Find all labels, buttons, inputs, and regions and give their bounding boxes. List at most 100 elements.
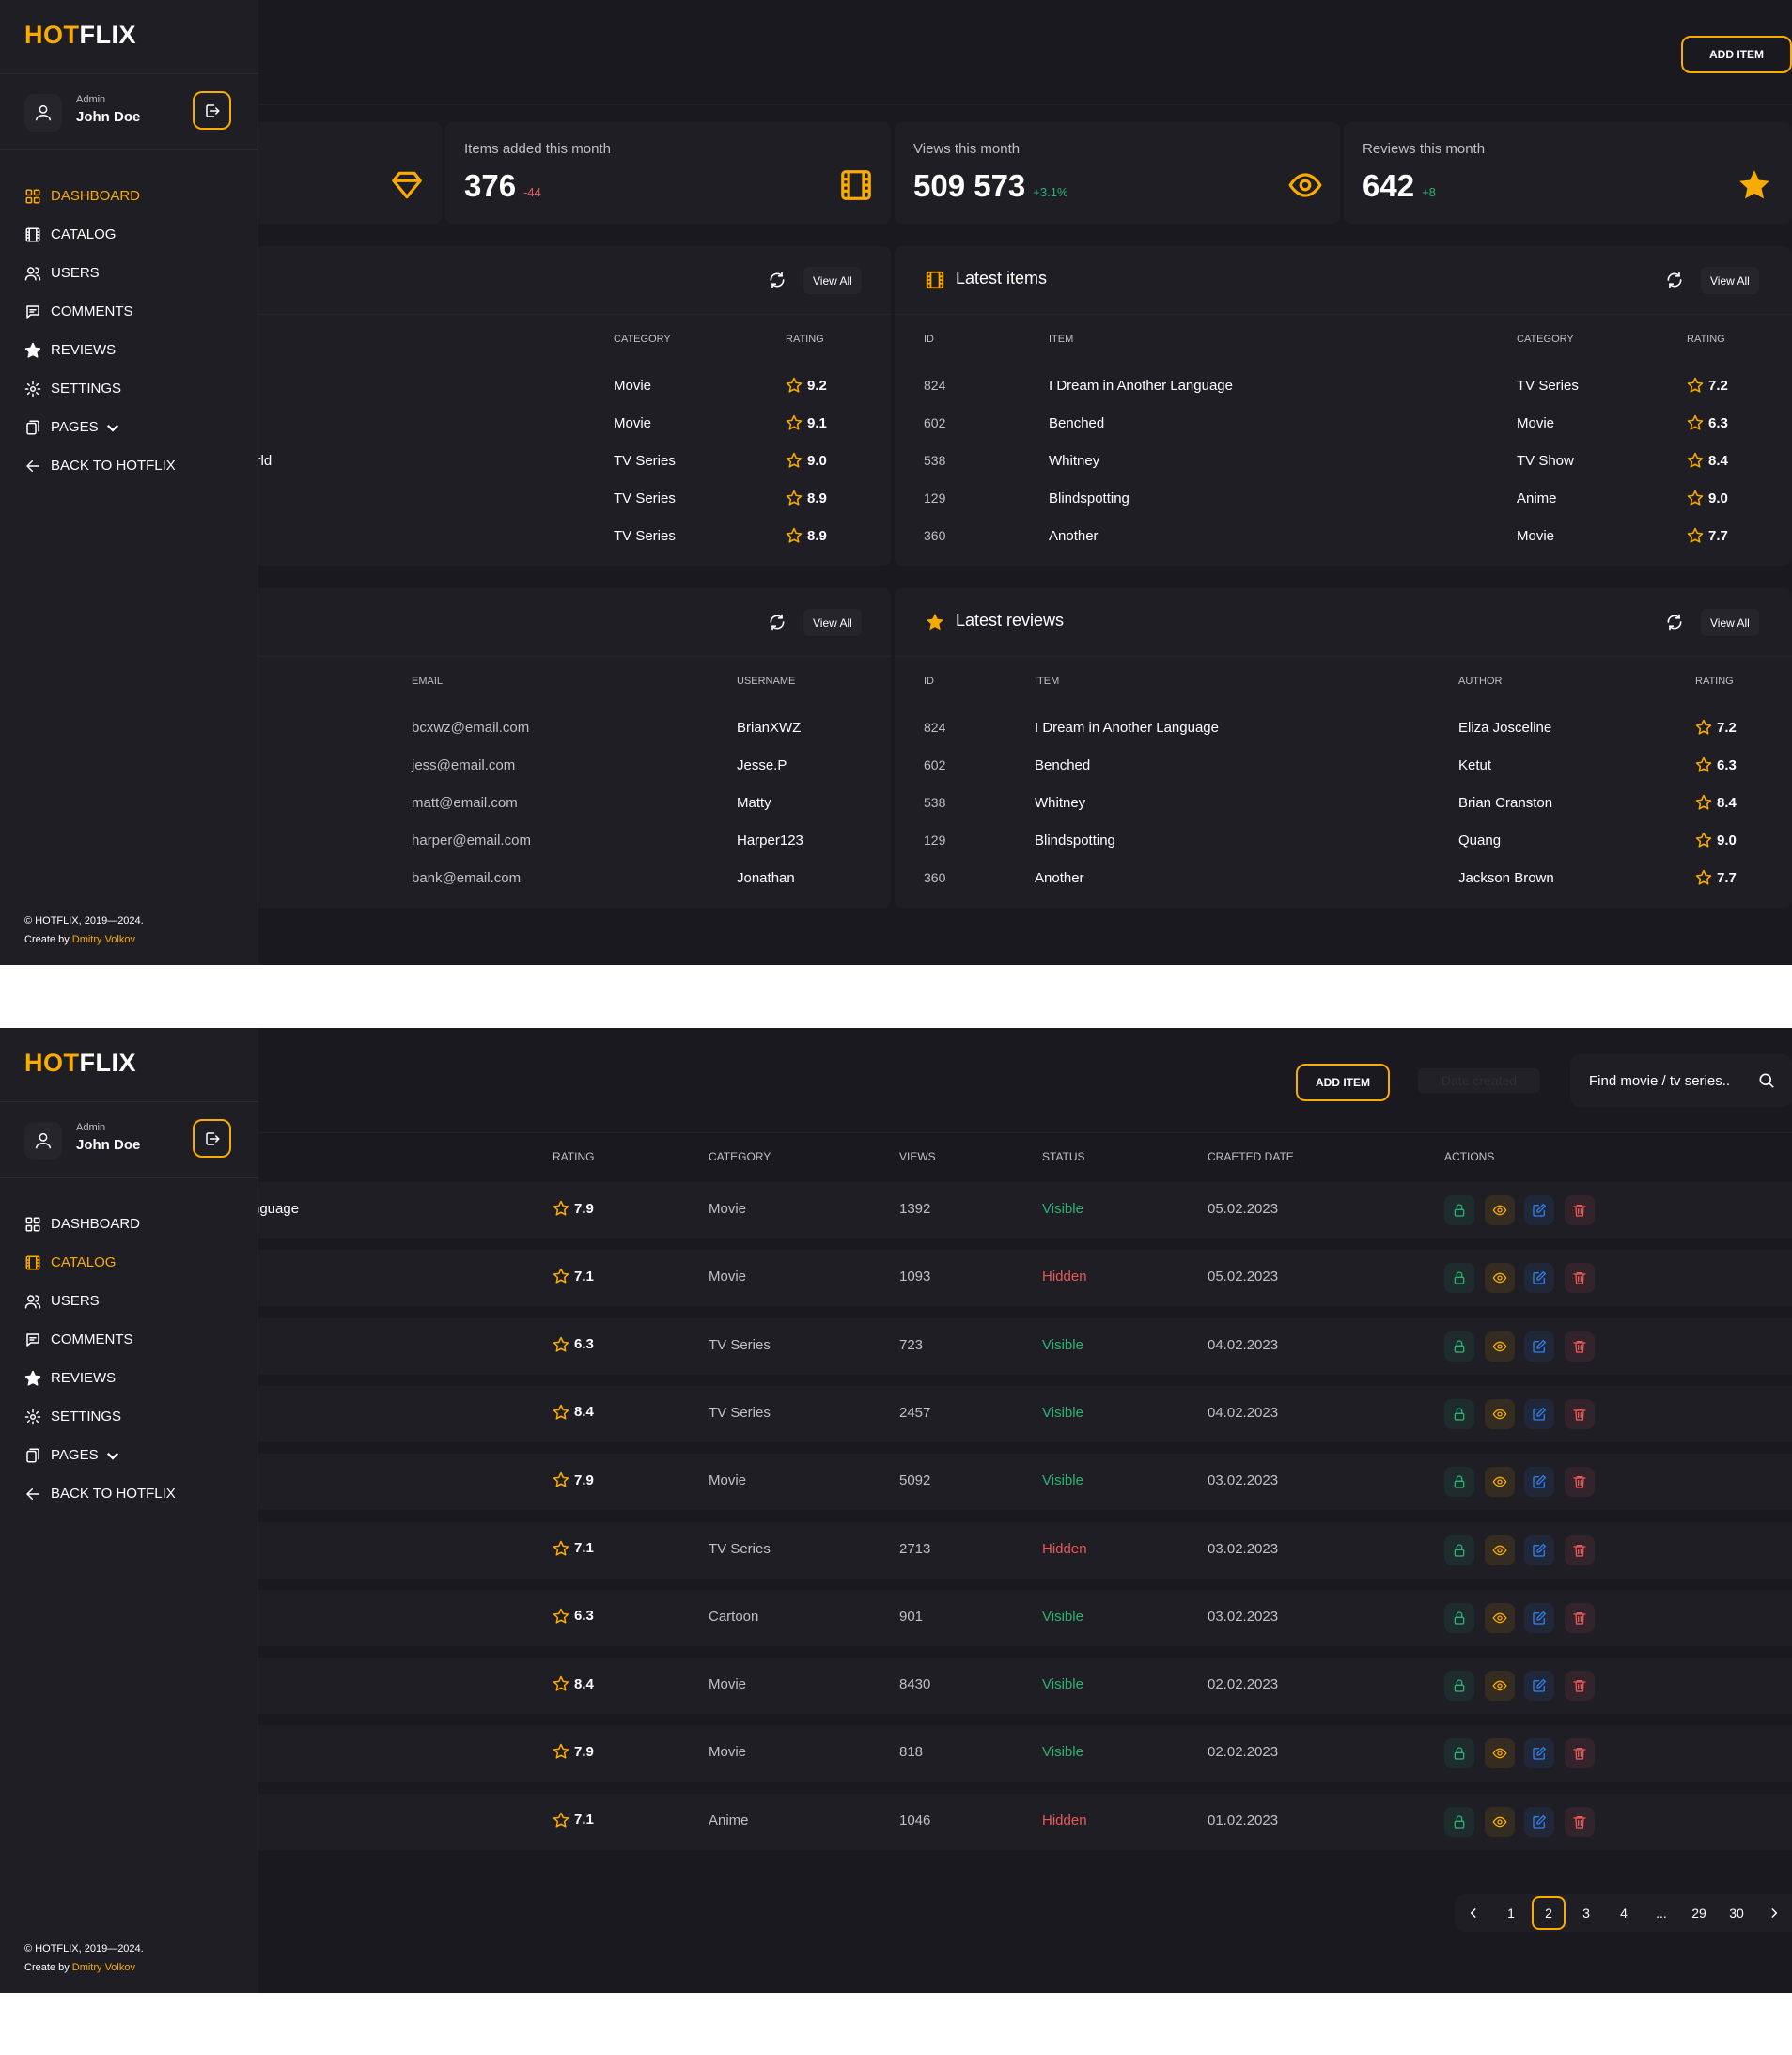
view-button[interactable] <box>1485 1806 1515 1837</box>
lock-button[interactable] <box>1444 1263 1474 1294</box>
divider <box>0 149 258 150</box>
item-title[interactable]: I Dream in Another Language <box>1049 378 1233 394</box>
edit-button[interactable] <box>1524 1467 1554 1498</box>
edit-button[interactable] <box>1524 1398 1554 1429</box>
page-button[interactable]: 30 <box>1729 1906 1744 1921</box>
item-title[interactable]: Another <box>1049 528 1099 544</box>
view-button[interactable] <box>1485 1331 1515 1362</box>
sidebar-item-back-to-hotflix[interactable]: BACK TO HOTFLIX <box>24 1474 176 1513</box>
review-item[interactable]: Whitney <box>1035 795 1086 811</box>
catalog-title[interactable]: nguage <box>252 1201 300 1217</box>
view-button[interactable] <box>1485 1398 1515 1429</box>
logout-button[interactable] <box>193 1119 231 1158</box>
view-button[interactable] <box>1485 1534 1515 1565</box>
page-button[interactable]: ... <box>1656 1906 1667 1921</box>
sidebar-item-back-to-hotflix[interactable]: BACK TO HOTFLIX <box>24 446 176 485</box>
sidebar-item-comments[interactable]: COMMENTS <box>24 292 176 331</box>
logo[interactable]: HOTFLIX <box>24 21 136 49</box>
lock-button[interactable] <box>1444 1671 1474 1702</box>
delete-button[interactable] <box>1565 1331 1595 1362</box>
view-all-button[interactable]: View All <box>803 267 862 294</box>
edit-button[interactable] <box>1524 1738 1554 1769</box>
sidebar-item-users[interactable]: USERS <box>24 1282 176 1320</box>
sidebar-item-dashboard[interactable]: DASHBOARD <box>24 177 176 215</box>
item-title[interactable]: Whitney <box>1049 453 1100 469</box>
lock-button[interactable] <box>1444 1738 1474 1769</box>
sidebar-item-settings[interactable]: SETTINGS <box>24 1397 176 1436</box>
sidebar-item-pages[interactable]: PAGES <box>24 408 176 446</box>
edit-button[interactable] <box>1524 1534 1554 1565</box>
view-button[interactable] <box>1485 1671 1515 1702</box>
lock-button[interactable] <box>1444 1398 1474 1429</box>
lock-button[interactable] <box>1444 1806 1474 1837</box>
view-all-button[interactable]: View All <box>803 609 862 636</box>
edit-button[interactable] <box>1524 1671 1554 1702</box>
view-all-button[interactable]: View All <box>1701 609 1759 636</box>
search-input[interactable] <box>1589 1069 1758 1092</box>
sidebar-item-pages[interactable]: PAGES <box>24 1436 176 1474</box>
edit-button[interactable] <box>1524 1806 1554 1837</box>
prev-page-button[interactable] <box>1457 1896 1490 1930</box>
refresh-icon[interactable] <box>1665 271 1684 289</box>
sidebar-item-comments[interactable]: COMMENTS <box>24 1320 176 1359</box>
search-icon[interactable] <box>1757 1071 1776 1090</box>
lock-button[interactable] <box>1444 1195 1474 1225</box>
next-page-button[interactable] <box>1757 1896 1791 1930</box>
review-item[interactable]: Another <box>1035 870 1084 886</box>
edit-button[interactable] <box>1524 1195 1554 1225</box>
edit-button[interactable] <box>1524 1263 1554 1294</box>
delete-button[interactable] <box>1565 1263 1595 1294</box>
delete-button[interactable] <box>1565 1534 1595 1565</box>
page-button[interactable]: 1 <box>1507 1906 1515 1921</box>
refresh-icon[interactable] <box>768 271 787 289</box>
author-link[interactable]: Dmitry Volkov <box>71 1962 135 1973</box>
sidebar-item-users[interactable]: USERS <box>24 254 176 292</box>
view-button[interactable] <box>1485 1467 1515 1498</box>
lock-button[interactable] <box>1444 1467 1474 1498</box>
user-icon <box>35 1132 52 1149</box>
refresh-icon[interactable] <box>768 613 787 631</box>
view-button[interactable] <box>1485 1263 1515 1294</box>
review-item[interactable]: I Dream in Another Language <box>1035 720 1219 736</box>
item-title[interactable]: Blindspotting <box>1049 490 1130 506</box>
sidebar-item-dashboard[interactable]: DASHBOARD <box>24 1205 176 1243</box>
edit-button[interactable] <box>1524 1331 1554 1362</box>
view-button[interactable] <box>1485 1738 1515 1769</box>
delete-button[interactable] <box>1565 1398 1595 1429</box>
add-item-button[interactable]: ADD ITEM <box>1681 36 1792 73</box>
view-button[interactable] <box>1485 1195 1515 1225</box>
delete-button[interactable] <box>1565 1738 1595 1769</box>
delete-button[interactable] <box>1565 1671 1595 1702</box>
sidebar-item-reviews[interactable]: REVIEWS <box>24 1359 176 1397</box>
lock-button[interactable] <box>1444 1534 1474 1565</box>
review-item[interactable]: Blindspotting <box>1035 833 1115 848</box>
review-item[interactable]: Benched <box>1035 757 1091 773</box>
author-link[interactable]: Dmitry Volkov <box>71 934 135 945</box>
lock-button[interactable] <box>1444 1331 1474 1362</box>
sidebar-item-settings[interactable]: SETTINGS <box>24 369 176 408</box>
logo[interactable]: HOTFLIX <box>24 1049 136 1077</box>
sort-select[interactable]: Date created <box>1418 1068 1540 1093</box>
add-item-button[interactable]: ADD ITEM <box>1296 1064 1390 1101</box>
view-all-button[interactable]: View All <box>1701 267 1759 294</box>
sidebar-item-catalog[interactable]: CATALOG <box>24 1243 176 1282</box>
item-title[interactable]: Benched <box>1049 415 1105 431</box>
page-button[interactable]: 4 <box>1620 1906 1628 1921</box>
item-category: TV Series <box>614 528 676 544</box>
catalog-rating: 6.3 <box>553 1336 594 1353</box>
sidebar-item-reviews[interactable]: REVIEWS <box>24 331 176 369</box>
catalog-views: 1046 <box>899 1812 931 1829</box>
page-button[interactable]: 2 <box>1532 1896 1566 1930</box>
page-button[interactable]: 29 <box>1691 1906 1706 1921</box>
delete-button[interactable] <box>1565 1467 1595 1498</box>
delete-button[interactable] <box>1565 1806 1595 1837</box>
sidebar-item-catalog[interactable]: CATALOG <box>24 215 176 254</box>
lock-button[interactable] <box>1444 1602 1474 1633</box>
edit-button[interactable] <box>1524 1602 1554 1633</box>
delete-button[interactable] <box>1565 1602 1595 1633</box>
refresh-icon[interactable] <box>1665 613 1684 631</box>
view-button[interactable] <box>1485 1602 1515 1633</box>
logout-button[interactable] <box>193 91 231 130</box>
page-button[interactable]: 3 <box>1582 1906 1590 1921</box>
delete-button[interactable] <box>1565 1195 1595 1225</box>
